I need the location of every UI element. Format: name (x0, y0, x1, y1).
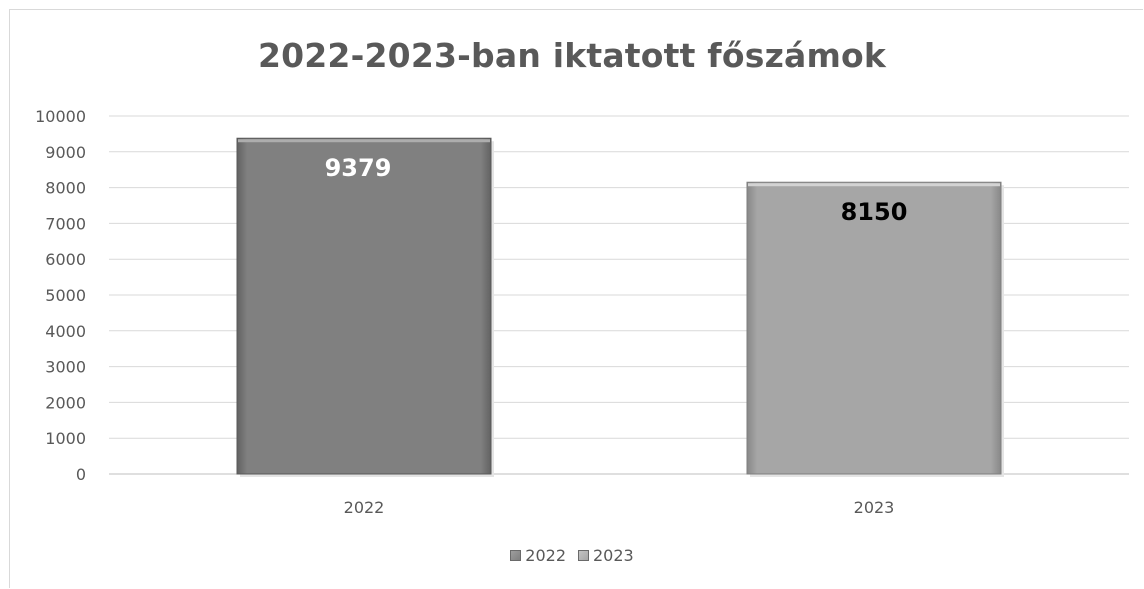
bar-top-bevel-2022 (238, 139, 490, 143)
chart-title: 2022-2023-ban iktatott főszámok (257, 36, 887, 75)
y-tick-label-0: 0 (76, 465, 86, 484)
y-tick-label-3000: 3000 (45, 358, 86, 377)
legend-label-2022: 2022 (525, 546, 566, 565)
y-tick-label-10000: 10000 (35, 107, 86, 126)
y-tick-label-9000: 9000 (45, 143, 86, 162)
legend-swatch-2022 (510, 550, 522, 561)
data-label-2022: 9379 (325, 154, 392, 182)
x-tick-label-2022: 2022 (344, 498, 385, 517)
y-tick-label-1000: 1000 (45, 429, 86, 448)
bar-top-bevel-2023 (748, 183, 1000, 187)
y-tick-label-4000: 4000 (45, 322, 86, 341)
legend-label-2023: 2023 (593, 546, 634, 565)
y-tick-label-2000: 2000 (45, 393, 86, 412)
legend-item-2022: 2022 (510, 546, 566, 565)
y-tick-label-8000: 8000 (45, 179, 86, 198)
legend-item-2023: 2023 (578, 546, 634, 565)
legend-swatch-2023 (578, 550, 589, 561)
legend: 2022 2023 (0, 546, 1144, 565)
y-tick-label-5000: 5000 (45, 286, 86, 305)
bar-2022 (236, 137, 492, 475)
y-tick-label-6000: 6000 (45, 250, 86, 269)
x-tick-label-2023: 2023 (854, 498, 895, 517)
y-tick-label-7000: 7000 (45, 214, 86, 233)
bar-2023 (746, 181, 1002, 475)
data-label-2023: 8150 (841, 198, 908, 226)
